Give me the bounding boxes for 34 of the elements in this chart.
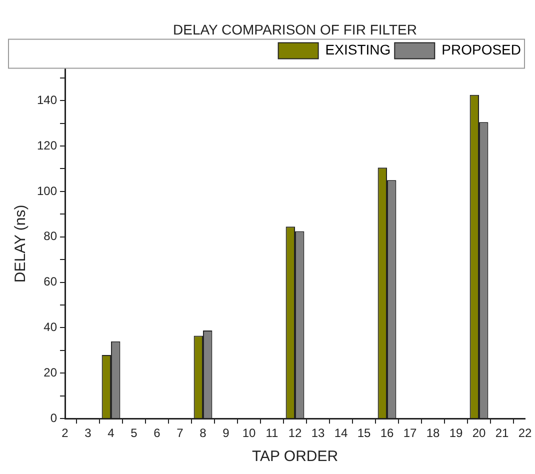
x-tick-label: 3 [84,426,92,440]
y-tick-label: 120 [36,138,58,152]
legend-label: EXISTING [325,42,391,58]
x-tick-label: 11 [266,426,279,440]
chart-title: DELAY COMPARISON OF FIR FILTER [173,21,418,38]
x-tick-label: 5 [130,426,138,440]
x-tick-label: 13 [311,426,326,440]
y-tick-label: 140 [36,92,58,107]
x-tick-label: 2 [62,426,69,440]
x-tick-label: 22 [518,426,532,440]
y-tick-label: 60 [44,274,58,289]
legend-label: PROPOSED [442,42,522,58]
x-tick-label: 10 [242,426,256,440]
x-tick-label: 8 [200,426,207,440]
x-tick-label: 4 [108,426,115,440]
y-tick-label: 20 [44,365,58,380]
y-tick-label: 40 [44,320,58,334]
x-tick-label: 6 [154,426,161,440]
y-tick-label: 100 [36,184,58,198]
y-tick-label: 0 [50,410,58,425]
x-tick-label: 20 [472,426,486,440]
x-tick-label: 21 [495,426,509,440]
x-tick-label: 7 [176,426,184,440]
x-tick-label: 9 [222,426,230,440]
x-tick-label: 16 [380,426,394,440]
x-tick-label: 15 [357,426,371,440]
y-axis-title: DELAY (ns) [12,204,30,283]
x-tick-label: 19 [449,426,463,440]
y-tick-label: 80 [44,229,58,244]
x-tick-label: 12 [288,426,302,440]
x-tick-label: 14 [334,426,348,440]
x-tick-label: 17 [403,426,417,440]
x-axis-title: TAP ORDER [252,448,338,466]
x-tick-label: 18 [426,426,440,440]
